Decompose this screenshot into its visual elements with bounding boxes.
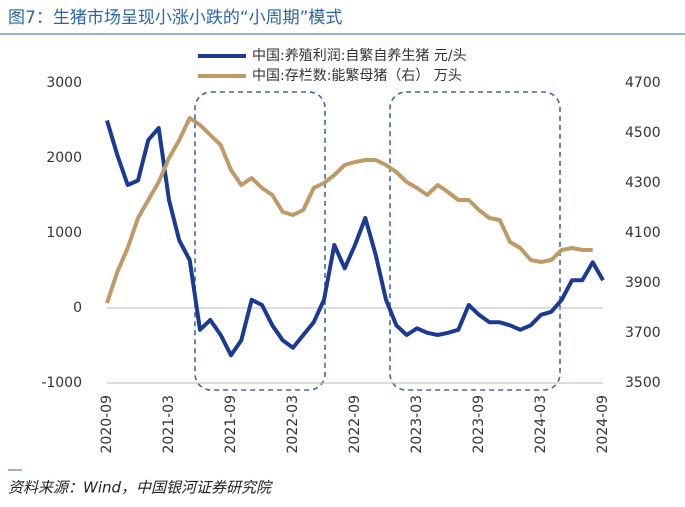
y2-tick-label: 4700 <box>625 75 661 91</box>
x-tick-label: 2024-03 <box>533 395 549 454</box>
highlight-box <box>389 91 561 391</box>
y-tick-label: 2000 <box>46 150 82 166</box>
y2-tick-label: 4100 <box>625 225 661 241</box>
y2-tick-label: 3900 <box>625 275 661 291</box>
y-tick-label: 3000 <box>46 75 82 91</box>
x-tick-label: 2022-03 <box>285 395 301 454</box>
legend-label: 中国:养殖利润:自繁自养生猪 元/头 <box>252 47 467 64</box>
highlight-box <box>194 91 326 391</box>
series-line <box>105 119 605 358</box>
x-tick-label: 2022-09 <box>347 395 363 454</box>
series-line <box>105 116 593 304</box>
x-tick-label: 2023-09 <box>471 395 487 454</box>
y-tick-label: 1000 <box>46 225 82 241</box>
x-tick-label: 2021-03 <box>161 395 177 454</box>
y2-tick-label: 4300 <box>625 175 661 191</box>
x-tick-label: 2023-03 <box>409 395 425 454</box>
y2-tick-label: 3500 <box>625 375 661 391</box>
x-tick-label: 2021-09 <box>223 395 239 454</box>
chart-title: 图7：生猪市场呈现小涨小跌的“小周期”模式 <box>8 8 342 28</box>
x-tick-label: 2024-09 <box>595 395 611 454</box>
y-tick-label: 0 <box>73 300 82 316</box>
x-tick-label: 2020-09 <box>99 395 115 454</box>
y-tick-label: -1000 <box>41 375 82 391</box>
y2-tick-label: 3700 <box>625 325 661 341</box>
legend-label: 中国:存栏数:能繁母猪（右） 万头 <box>252 68 462 84</box>
y2-tick-label: 4500 <box>625 125 661 141</box>
source: 资料来源：Wind，中国银河证券研究院 <box>8 479 273 497</box>
